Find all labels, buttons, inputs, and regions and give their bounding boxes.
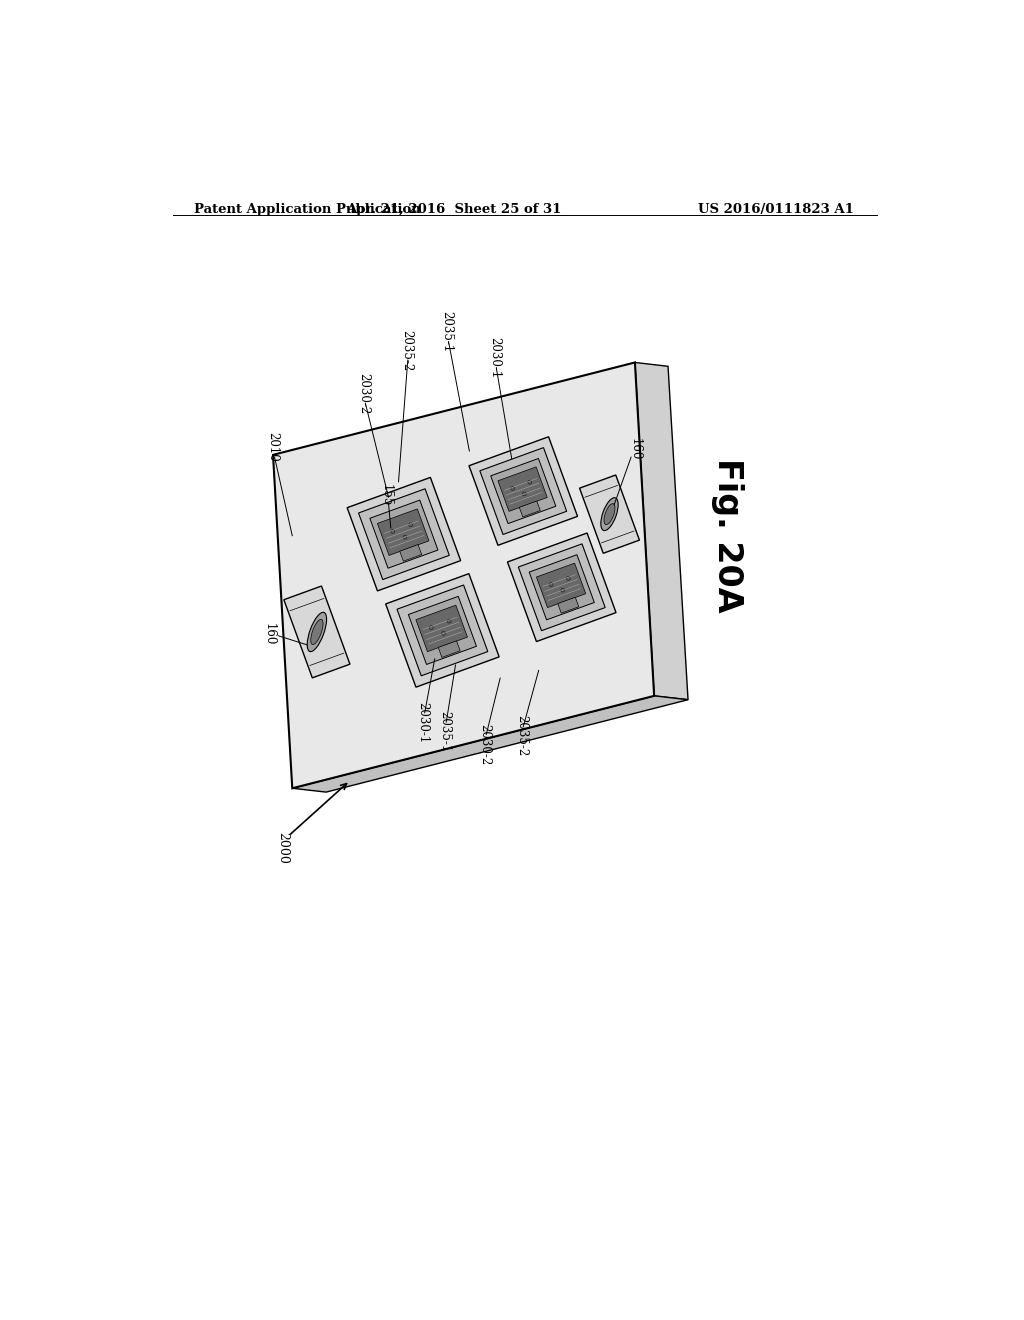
Text: 2035-1: 2035-1 <box>440 312 454 352</box>
Ellipse shape <box>403 535 407 539</box>
Text: 2010: 2010 <box>266 432 280 462</box>
Ellipse shape <box>522 492 526 496</box>
Text: 2030-2: 2030-2 <box>357 372 371 414</box>
Polygon shape <box>498 467 547 511</box>
Ellipse shape <box>566 577 570 581</box>
Polygon shape <box>386 574 499 688</box>
Ellipse shape <box>409 523 413 527</box>
Polygon shape <box>508 533 616 642</box>
Ellipse shape <box>310 619 323 644</box>
Text: 160: 160 <box>263 623 275 645</box>
Polygon shape <box>273 363 654 788</box>
Polygon shape <box>416 605 468 652</box>
Ellipse shape <box>601 498 618 531</box>
Text: Apr. 21, 2016  Sheet 25 of 31: Apr. 21, 2016 Sheet 25 of 31 <box>346 203 561 216</box>
Ellipse shape <box>549 582 553 586</box>
Ellipse shape <box>391 529 394 533</box>
Text: 2000: 2000 <box>275 832 289 863</box>
Polygon shape <box>469 437 578 545</box>
Ellipse shape <box>561 589 564 593</box>
Polygon shape <box>409 597 476 664</box>
Polygon shape <box>292 696 688 792</box>
Text: Patent Application Publication: Patent Application Publication <box>194 203 421 216</box>
Text: 2030-2: 2030-2 <box>478 723 492 766</box>
Polygon shape <box>537 564 586 607</box>
Text: 160: 160 <box>629 438 641 461</box>
Text: US 2016/0111823 A1: US 2016/0111823 A1 <box>698 203 854 216</box>
Ellipse shape <box>307 612 327 652</box>
Ellipse shape <box>604 504 615 524</box>
Ellipse shape <box>441 631 445 635</box>
Text: 2035-2: 2035-2 <box>399 330 413 371</box>
Polygon shape <box>399 545 422 561</box>
Polygon shape <box>397 585 487 676</box>
Polygon shape <box>284 586 350 678</box>
Polygon shape <box>558 597 579 614</box>
Polygon shape <box>519 502 541 517</box>
Polygon shape <box>529 554 594 620</box>
Polygon shape <box>518 544 605 631</box>
Ellipse shape <box>447 619 452 623</box>
Ellipse shape <box>511 487 514 490</box>
Text: 2030-1: 2030-1 <box>488 337 502 379</box>
Polygon shape <box>378 510 429 556</box>
Polygon shape <box>490 458 556 524</box>
Polygon shape <box>635 363 688 700</box>
Polygon shape <box>580 475 639 553</box>
Polygon shape <box>370 500 438 568</box>
Polygon shape <box>358 488 450 579</box>
Ellipse shape <box>429 626 433 630</box>
Ellipse shape <box>527 480 531 484</box>
Text: 2035-2: 2035-2 <box>515 715 528 756</box>
Polygon shape <box>438 640 460 657</box>
Text: 155: 155 <box>380 483 392 506</box>
Polygon shape <box>347 478 461 591</box>
Text: Fig. 20A: Fig. 20A <box>711 458 743 612</box>
Polygon shape <box>480 447 566 535</box>
Text: 2035-1: 2035-1 <box>438 711 452 752</box>
Text: 2030-1: 2030-1 <box>417 702 430 743</box>
